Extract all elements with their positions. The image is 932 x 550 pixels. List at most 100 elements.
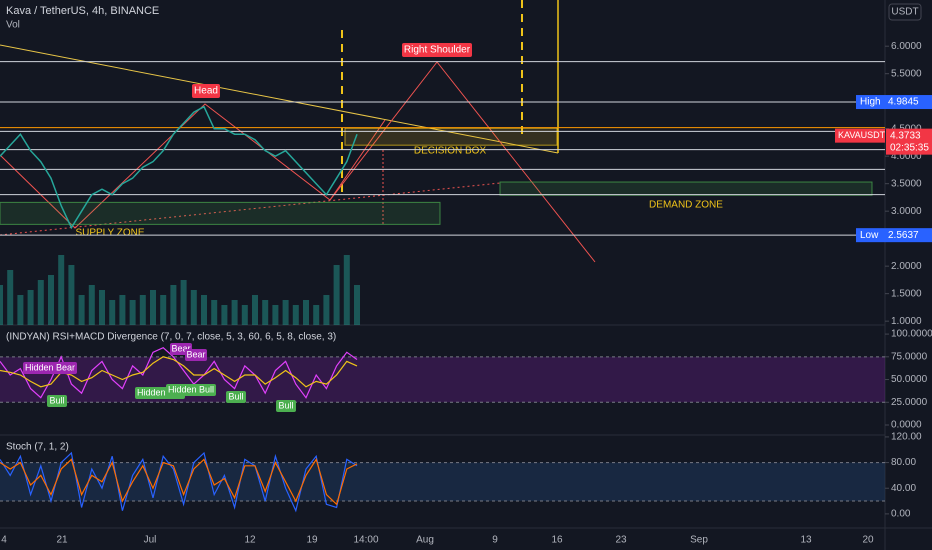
countdown: 02:35:35 xyxy=(890,142,929,153)
signal-label: Bear xyxy=(186,349,205,359)
annotation-box xyxy=(402,43,472,57)
x-tick-label: 19 xyxy=(306,535,318,546)
signal-box xyxy=(23,362,77,374)
y-tick-label: 4.0000 xyxy=(891,151,922,162)
y-tick-label: 50.0000 xyxy=(891,374,928,385)
y-tick-label: 2.0000 xyxy=(891,261,922,272)
pattern-line xyxy=(0,182,501,236)
low-tag xyxy=(856,228,932,243)
volume-bar xyxy=(252,295,258,325)
high-value: 4.9845 xyxy=(888,97,919,108)
last-price: 4.3733 xyxy=(890,130,921,141)
signal-box xyxy=(276,400,296,412)
pattern-line xyxy=(329,119,386,201)
band xyxy=(0,356,885,403)
volume-bar xyxy=(88,285,95,325)
volume-bar xyxy=(119,295,126,325)
last-symbol: KAVAUSDT xyxy=(838,130,886,140)
x-tick-label: 14:00 xyxy=(353,535,378,546)
volume-bar xyxy=(313,305,320,325)
x-tick-label: 12 xyxy=(244,535,256,546)
symbol-title: Kava / TetherUS, 4h, BINANCE xyxy=(6,5,159,17)
x-tick-label: Aug xyxy=(416,535,434,546)
x-tick-label: 13 xyxy=(800,535,812,546)
x-tick-label: 4 xyxy=(1,535,7,546)
volume-bar xyxy=(343,255,350,325)
y-tick-label: 3.5000 xyxy=(891,178,922,189)
volume-bar xyxy=(221,305,228,325)
volume-bar xyxy=(160,295,167,325)
pane-title: (INDYAN) RSI+MACD Divergence (7, 0, 7, c… xyxy=(6,332,336,343)
volume-bar xyxy=(17,295,24,325)
y-tick-label: 6.0000 xyxy=(891,41,922,52)
signal-box xyxy=(185,349,207,361)
y-tick-label: 3.0000 xyxy=(891,206,922,217)
volume-bar xyxy=(68,265,75,325)
volume-bar xyxy=(180,280,187,325)
trend-line xyxy=(0,44,559,154)
x-tick-label: 23 xyxy=(615,535,627,546)
y-tick-label: 1.5000 xyxy=(891,288,922,299)
signal-label: Bear xyxy=(171,343,190,353)
volume-bar xyxy=(282,300,289,325)
volume-bar xyxy=(190,290,197,325)
zone-label: DEMAND ZONE xyxy=(649,200,723,211)
volume-bar xyxy=(231,300,238,325)
y-tick-label: 40.00 xyxy=(891,483,916,494)
signal-label: Hidden Bull xyxy=(137,387,183,397)
volume-bar xyxy=(48,275,54,325)
band xyxy=(0,462,885,502)
volume-bar xyxy=(292,305,299,325)
volume-bar xyxy=(99,290,105,325)
signal-label: Bull xyxy=(228,391,243,401)
y-tick-label: 75.0000 xyxy=(891,351,928,362)
volume-bar xyxy=(109,300,116,325)
high-label: High xyxy=(860,97,881,108)
volume-bar xyxy=(37,280,44,325)
signal-box xyxy=(47,395,67,407)
y-tick-label: 100.0000 xyxy=(891,329,932,340)
last-symbol-tag xyxy=(835,128,885,143)
volume-bar xyxy=(241,305,248,325)
signal-box xyxy=(166,384,216,396)
series-line xyxy=(0,346,358,399)
currency: USDT xyxy=(891,7,918,18)
series-line xyxy=(0,451,358,513)
x-tick-label: Jul xyxy=(144,535,157,546)
y-tick-label: 25.0000 xyxy=(891,397,928,408)
zone-label: SUPPLY ZONE xyxy=(75,228,144,239)
volume-bar xyxy=(7,270,14,325)
volume-label: Vol xyxy=(6,20,20,31)
last-price-tag xyxy=(886,128,932,155)
x-tick-label: 16 xyxy=(551,535,563,546)
annotation: Head xyxy=(194,86,218,97)
currency-box[interactable] xyxy=(888,3,922,21)
low-value: 2.5637 xyxy=(888,230,919,241)
y-tick-label: 120.00 xyxy=(891,432,922,443)
x-tick-label: 20 xyxy=(862,535,874,546)
annotation-box xyxy=(192,84,220,98)
zone-label: DECISION BOX xyxy=(414,146,487,157)
y-tick-label: 80.00 xyxy=(891,457,916,468)
signal-box xyxy=(226,391,246,403)
volume-bar xyxy=(262,300,269,325)
zone xyxy=(344,127,558,146)
volume-bar xyxy=(0,285,3,325)
volume-bar xyxy=(354,285,360,325)
y-tick-label: 0.00 xyxy=(891,509,911,520)
signal-label: Bull xyxy=(49,395,64,405)
series-line xyxy=(0,105,358,230)
low-label: Low xyxy=(860,230,879,241)
volume-bar xyxy=(139,295,146,325)
series-line xyxy=(0,457,358,506)
x-tick-label: Sep xyxy=(690,535,708,546)
pane-title: Stoch (7, 1, 2) xyxy=(6,442,69,453)
volume-bar xyxy=(272,305,279,325)
series-line xyxy=(0,356,358,388)
y-tick-label: 0.0000 xyxy=(891,420,922,431)
signal-label: Bull xyxy=(278,400,293,410)
y-tick-label: 1.0000 xyxy=(891,316,922,327)
volume-bar xyxy=(58,255,65,325)
high-tag xyxy=(856,95,932,110)
